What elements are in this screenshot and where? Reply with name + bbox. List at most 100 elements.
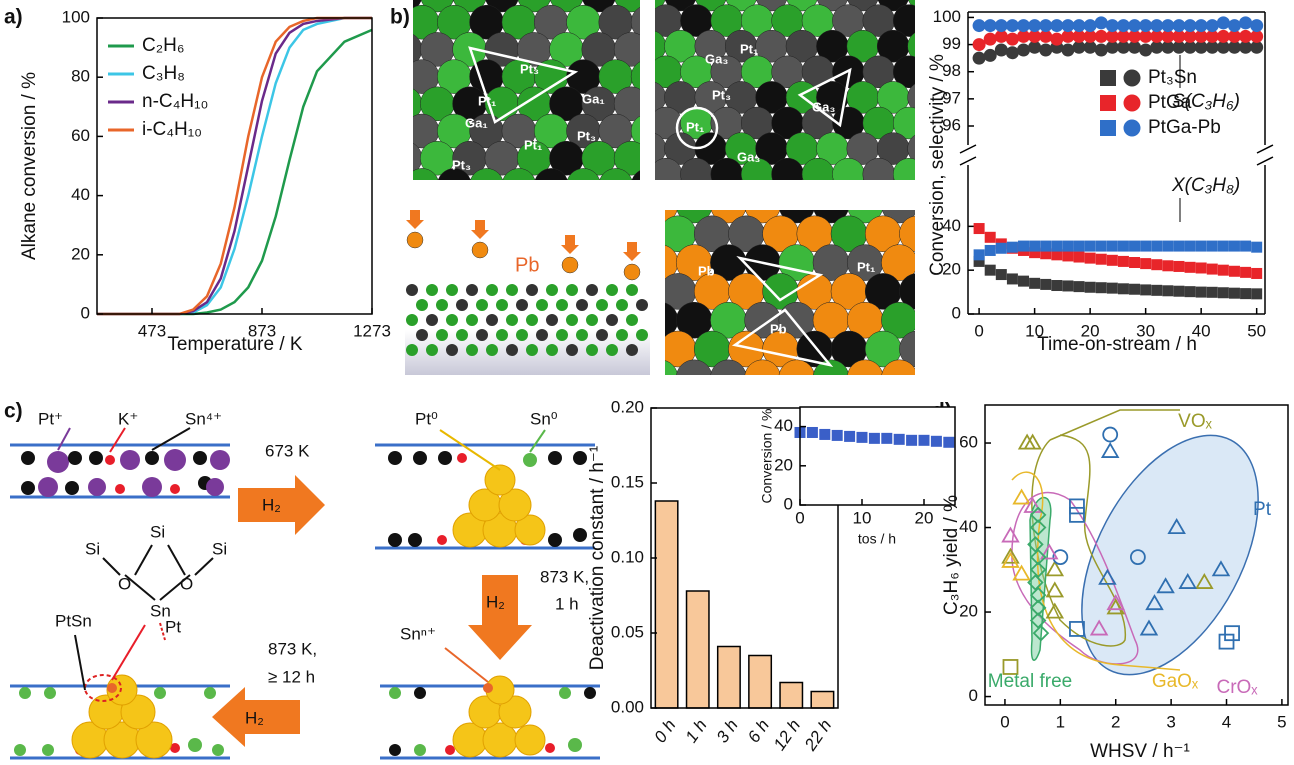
marker [1006, 241, 1018, 253]
y-axis-label: Conversion, selectivity / % [927, 54, 948, 276]
atom [771, 157, 804, 180]
atom [626, 284, 638, 296]
marker [973, 249, 985, 261]
atom [483, 683, 493, 693]
marker [881, 432, 893, 444]
marker [1151, 284, 1163, 296]
atom [476, 299, 488, 311]
marker [972, 19, 986, 33]
atom [636, 329, 648, 341]
marker [995, 269, 1007, 281]
site-label: Pt₁ [857, 259, 875, 274]
marker [1095, 240, 1107, 252]
x-tick-label: 1 h [682, 716, 711, 746]
marker [1227, 19, 1241, 33]
marker [1251, 288, 1263, 300]
marker [1023, 433, 1042, 450]
site-label: Pt₁ [740, 41, 758, 56]
atom [426, 344, 438, 356]
atom [456, 299, 468, 311]
gas-label: H₂ [486, 592, 505, 611]
atom [778, 359, 815, 375]
marker [973, 255, 985, 267]
atom [596, 329, 608, 341]
marker [1172, 40, 1186, 54]
y-tick-label: 0.20 [611, 397, 644, 416]
atom [546, 314, 558, 326]
marker [1029, 506, 1047, 524]
marker [984, 231, 996, 243]
marker [1073, 251, 1085, 263]
marker [1069, 621, 1085, 637]
marker [1150, 40, 1164, 54]
y-tick-label: 20 [942, 260, 961, 279]
line [97, 28, 373, 316]
marker [1039, 43, 1053, 57]
atom [606, 344, 618, 356]
y-tick-label: 60 [71, 126, 90, 145]
marker [983, 19, 997, 33]
atom [516, 299, 528, 311]
y-tick-label: 60 [959, 433, 978, 452]
marker [1150, 19, 1164, 33]
marker [1040, 278, 1052, 290]
atom [630, 61, 640, 92]
plot-frame [984, 404, 1289, 706]
marker [1216, 40, 1230, 54]
atom [881, 301, 915, 339]
marker [1184, 261, 1196, 273]
atom [466, 284, 478, 296]
marker [1217, 240, 1229, 252]
marker [1139, 619, 1159, 636]
marker [1128, 40, 1142, 54]
atoms [14, 449, 596, 756]
axis-break [959, 144, 977, 154]
marker [1069, 506, 1085, 523]
marker [1012, 564, 1031, 581]
atom [446, 344, 458, 356]
atom [892, 106, 915, 140]
x-tick-label: 0 [974, 321, 983, 340]
axis-break [959, 156, 977, 166]
legend-swatch [1123, 69, 1141, 87]
marker [844, 430, 856, 442]
axis-break [1256, 144, 1274, 154]
atom [881, 244, 915, 281]
atom [907, 134, 915, 163]
line [97, 16, 372, 316]
y-axis-label: C₃H₆ yield / % [941, 495, 962, 615]
marker [1194, 19, 1208, 33]
condition-label: 673 K [265, 441, 310, 460]
process-arrows [212, 475, 532, 747]
y-tick-label: 100 [62, 7, 90, 26]
marker [1150, 29, 1164, 43]
x-tick-label: 50 [1247, 321, 1266, 340]
atom [636, 299, 648, 311]
marker [984, 244, 996, 256]
atom [899, 273, 915, 310]
marker [1005, 32, 1019, 46]
x-axis-label: Time-on-stream / h [1037, 334, 1197, 355]
marker [1001, 551, 1020, 568]
pb-atom [406, 231, 424, 249]
legend-label: PtGa [1148, 92, 1192, 113]
y-axis-label: Alkane conversion / % [19, 72, 40, 260]
region-label: Metal free [988, 671, 1072, 692]
x-tick-label: 40 [1192, 321, 1211, 340]
x-tick-label: 2 [1111, 712, 1120, 731]
marker [1140, 284, 1152, 296]
marker [1028, 29, 1042, 43]
site-label: Pt₃ [520, 61, 539, 76]
marker [1173, 285, 1185, 297]
marker [1051, 249, 1063, 261]
atom [616, 329, 628, 341]
bar [748, 654, 773, 709]
marker [1240, 288, 1252, 300]
atom [566, 344, 578, 356]
marker [1083, 29, 1097, 43]
annotation: X(C₃H₈) [1171, 175, 1240, 196]
x-tick-label: 4 [1222, 712, 1231, 731]
marker [1228, 265, 1240, 277]
atom [613, 86, 640, 122]
